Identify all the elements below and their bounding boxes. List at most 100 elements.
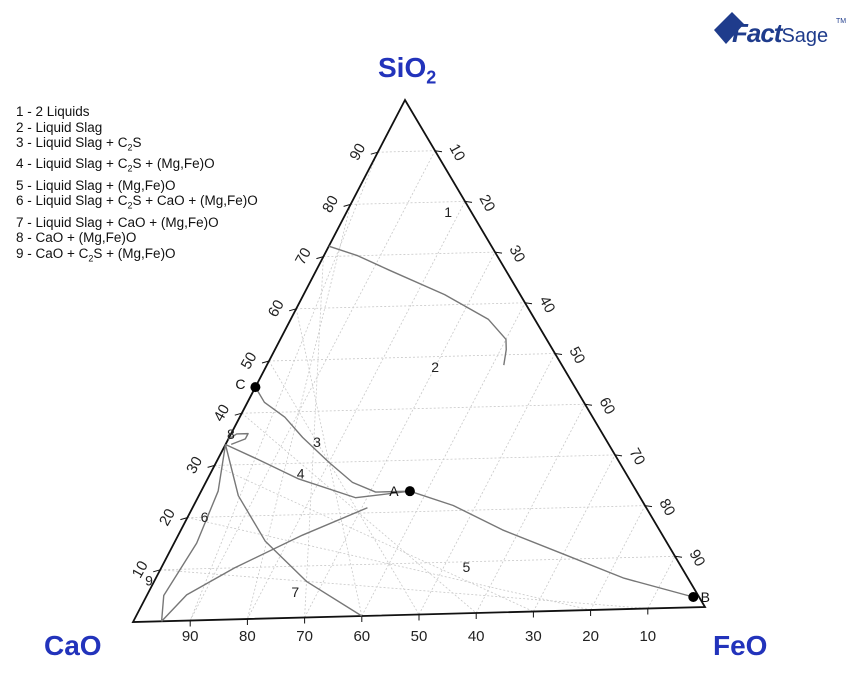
point-label-B: B	[701, 589, 710, 605]
tick-label-right-50: 50	[565, 344, 588, 367]
grid-line-sio2-90	[377, 150, 436, 153]
grid-line-sio2-40	[241, 403, 586, 414]
tick-left-10	[153, 569, 161, 573]
apex-top-sub: 2	[426, 67, 437, 88]
logo-bold: Fact	[732, 18, 782, 48]
tick-label-left-40: 40	[210, 402, 233, 425]
logo-mark-icon	[714, 12, 744, 44]
logo-tm: TM	[836, 18, 847, 25]
boundary-region8-loop	[227, 432, 249, 446]
field-label-1: 1	[444, 204, 452, 220]
tick-label-left-30: 30	[183, 454, 206, 477]
field-label-2: 2	[431, 359, 439, 375]
point-label-C: C	[235, 376, 245, 392]
tick-label-left-50: 50	[238, 349, 261, 372]
point-B	[688, 592, 699, 603]
legend-item-2: 2 - Liquid Slag	[16, 119, 103, 135]
legend-item-8: 8 - CaO + (Mg,Fe)O	[16, 230, 137, 246]
tick-left-60	[289, 308, 297, 312]
legend-item-6: 6 - Liquid Slag + C2S + CaO + (Mg,Fe)O	[16, 193, 258, 212]
apex-right-label: FeO	[713, 630, 768, 661]
grid-line-sio2-30	[214, 454, 616, 466]
factsage-logo: FactSage TM	[712, 4, 846, 52]
grid-line-feo-30	[304, 251, 496, 618]
boundary-miscibility-gap	[328, 245, 507, 366]
field-label-9: 9	[145, 572, 153, 588]
tick-left-40	[234, 412, 242, 416]
boundary-liquid-mgfeo-boundary	[409, 490, 694, 598]
legend-item-5: 5 - Liquid Slag + (Mg,Fe)O	[16, 177, 176, 193]
tick-label-right-10: 10	[445, 141, 468, 164]
tick-right-90	[674, 555, 683, 558]
field-label-4: 4	[297, 465, 305, 481]
apex-top-text: SiO	[378, 52, 427, 83]
apex-left-label: CaO	[44, 630, 102, 661]
grid-line-sio2-70	[323, 251, 496, 257]
tick-label-right-20: 20	[475, 192, 498, 215]
tick-right-10	[434, 150, 443, 153]
tick-label-right-70: 70	[625, 445, 648, 468]
legend-item-1: 1 - 2 Liquids	[16, 104, 90, 119]
grid-line-sio2-10	[160, 555, 676, 571]
grid-line-feo-40	[361, 302, 526, 617]
tick-label-bottom-20: 20	[582, 628, 599, 645]
tick-label-bottom-60: 60	[353, 628, 370, 645]
tick-label-left-10: 10	[129, 558, 152, 581]
tick-right-50	[554, 353, 563, 355]
field-label-5: 5	[462, 559, 470, 575]
grid-line-cao-20	[187, 517, 591, 611]
grid-line-feo-90	[647, 556, 676, 609]
grid-line-cao-80	[247, 204, 351, 620]
tick-label-bottom-50: 50	[411, 628, 428, 645]
tick-left-70	[316, 256, 324, 260]
tick-label-left-80: 80	[319, 193, 342, 216]
grid-line-feo-20	[247, 201, 466, 620]
tick-left-20	[180, 517, 188, 521]
triangle-frame	[131, 98, 707, 623]
tick-right-60	[584, 403, 593, 406]
apex-top-label: SiO2	[378, 52, 436, 89]
grid-line-feo-50	[418, 353, 556, 615]
tick-label-left-90: 90	[346, 141, 369, 164]
grid-line-cao-30	[214, 465, 534, 612]
tick-label-bottom-30: 30	[525, 628, 542, 645]
legend-item-7: 7 - Liquid Slag + CaO + (Mg,Fe)O	[16, 214, 219, 230]
grid-line-cao-50	[268, 360, 420, 615]
tick-label-bottom-90: 90	[182, 628, 199, 645]
field-label-6: 6	[201, 509, 209, 525]
tick-left-30	[207, 464, 215, 468]
tick-left-80	[343, 203, 351, 207]
boundary-c2s-liquidus	[254, 386, 410, 493]
tick-label-right-90: 90	[685, 547, 708, 570]
point-label-A: A	[389, 483, 399, 499]
boundary-three-phase-tie	[224, 444, 363, 617]
grid-line-feo-70	[533, 454, 616, 612]
tick-left-50	[261, 360, 270, 364]
tick-label-bottom-80: 80	[239, 628, 256, 645]
tick-label-left-70: 70	[292, 245, 315, 268]
grid-line-cao-90	[189, 152, 379, 621]
tick-right-80	[644, 505, 653, 508]
field-label-3: 3	[313, 434, 321, 450]
tick-label-bottom-70: 70	[296, 628, 313, 645]
tick-label-left-20: 20	[156, 506, 179, 529]
tick-label-right-80: 80	[655, 496, 678, 519]
point-A	[404, 486, 415, 497]
legend: 1 - 2 Liquids 2 - Liquid Slag 3 - Liquid S…	[16, 104, 258, 267]
point-C	[250, 382, 261, 393]
boundary-cao-c2s-tie	[160, 444, 227, 622]
tick-label-right-30: 30	[505, 242, 528, 265]
legend-item-3: 3 - Liquid Slag + C2S	[16, 135, 142, 153]
legend-item-9: 9 - CaO + C2S + (Mg,Fe)O	[16, 245, 176, 264]
grid-line-feo-10	[189, 150, 436, 621]
field-label-7: 7	[291, 584, 299, 600]
legend-item-4: 4 - Liquid Slag + C2S + (Mg,Fe)O	[16, 156, 215, 175]
tick-right-30	[494, 251, 503, 254]
grid-line-cao-70	[304, 256, 324, 618]
tick-right-40	[524, 302, 533, 305]
boundary-lime-boundary	[161, 507, 368, 622]
tick-right-20	[464, 200, 473, 203]
tick-label-right-60: 60	[595, 395, 618, 418]
tick-label-left-60: 60	[265, 297, 288, 320]
